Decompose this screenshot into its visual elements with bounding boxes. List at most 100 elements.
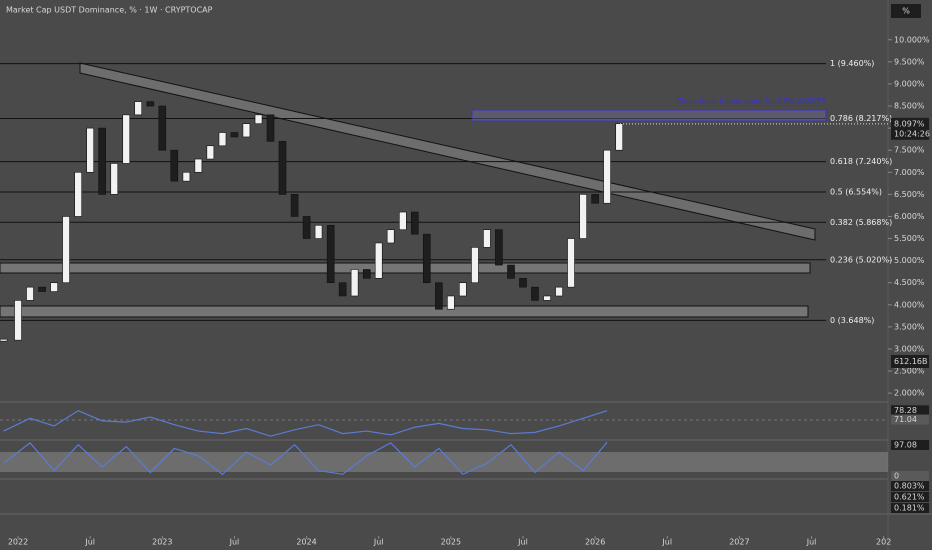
y-tick-label: 5.500% (894, 234, 925, 243)
x-tick-label: Jul (229, 538, 240, 547)
candle (254, 114, 263, 124)
countdown: 10:24:26 (894, 129, 930, 138)
candle (447, 295, 455, 310)
chart-title: Market Cap USDT Dominance, % · 1W · CRYP… (6, 6, 213, 15)
scale-button-label[interactable]: % (902, 7, 910, 16)
y-tick-label: 3.500% (894, 322, 925, 331)
rsi-label: 78.28 (894, 406, 917, 415)
macd-tag (891, 492, 929, 502)
candle (495, 229, 503, 266)
x-tick-label: 202 (876, 538, 891, 547)
candle (146, 101, 155, 107)
x-tick-label: 2027 (729, 538, 749, 547)
y-tick-label: 7.000% (894, 168, 925, 177)
candle (338, 282, 347, 297)
candle (134, 101, 143, 116)
fib-level-label: 0.618 (7.240%) (830, 157, 892, 166)
x-tick-label: 2026 (585, 538, 605, 547)
candle (435, 282, 443, 310)
candle (507, 264, 515, 279)
candle (471, 247, 479, 284)
y-tick-label: 9.500% (894, 57, 925, 66)
x-tick-label: Jul (517, 538, 528, 547)
candle (555, 286, 563, 297)
candle (218, 132, 227, 147)
candle (86, 127, 94, 173)
x-tick-label: Jul (84, 538, 95, 547)
scale-button[interactable] (891, 4, 921, 18)
candle (206, 145, 215, 160)
candle (603, 149, 611, 204)
macd-tag (891, 481, 929, 491)
stoch-label: 0 (894, 472, 899, 481)
stoch-tag (891, 471, 929, 481)
y-tick-label: 8.500% (894, 102, 925, 111)
fib-level-label: 0.382 (5.868%) (830, 218, 892, 227)
descending-channel (79, 62, 816, 241)
stoch-line (3, 441, 608, 476)
support-band (0, 262, 811, 274)
candle (242, 123, 251, 138)
candle (579, 194, 587, 239)
y-tick-label: 5.000% (894, 256, 925, 265)
annotation: Close back below good for RISK ASSETS (676, 97, 826, 106)
candle (182, 171, 191, 182)
candle (0, 338, 8, 342)
candle (14, 300, 22, 341)
y-tick-label: 3.000% (894, 344, 925, 353)
candle (615, 123, 624, 151)
rsi-tag (891, 414, 929, 425)
y-tick-label: 10.000% (894, 35, 930, 44)
candle (314, 224, 323, 239)
last-price-tag (891, 117, 929, 140)
candle (326, 224, 335, 284)
fib-level-label: 1 (9.460%) (830, 59, 874, 68)
y-tick-label: 6.500% (894, 190, 925, 199)
candle (170, 149, 179, 182)
x-tick-label: 2022 (8, 538, 28, 547)
y-tick-label: 7.500% (894, 146, 925, 155)
rsi-tag (891, 405, 929, 416)
rsi-line (3, 409, 608, 437)
candle (266, 114, 275, 142)
x-tick-label: Jul (806, 538, 817, 547)
y-tick-label: 4.000% (894, 300, 925, 309)
fib-level-label: 0 (3.648%) (830, 316, 874, 325)
candle (422, 233, 431, 284)
y-tick-label: 6.000% (894, 212, 925, 221)
candle (567, 238, 575, 288)
candle (459, 282, 467, 297)
x-tick-label: 2025 (441, 538, 461, 547)
macd-label: 0.621% (894, 493, 925, 502)
stoch-band (0, 452, 888, 472)
y-tick-label: 2.500% (894, 367, 925, 376)
stoch-label: 97.08 (894, 441, 917, 450)
y-tick-label: 4.500% (894, 278, 925, 287)
last-price-label: 8.097% (894, 119, 925, 128)
x-tick-label: 2023 (152, 538, 172, 547)
y-tick-label: 9.000% (894, 79, 925, 88)
candle (62, 216, 70, 284)
fib-level-label: 0.5 (6.554%) (830, 187, 882, 196)
candle (26, 286, 34, 301)
macd-tag (891, 503, 929, 513)
candle (543, 295, 551, 301)
candle (591, 194, 599, 204)
volume-label: 612.16B (894, 357, 927, 366)
candle (278, 141, 287, 195)
macd-label: 0.803% (894, 482, 925, 491)
stoch-tag (891, 440, 929, 450)
y-tick-label: 2.000% (894, 389, 925, 398)
fib-level-label: 0.236 (5.020%) (830, 255, 892, 264)
x-tick-label: 2024 (296, 538, 316, 547)
candle (194, 158, 203, 173)
candle (38, 286, 46, 292)
candle (74, 171, 82, 217)
candle (122, 114, 131, 164)
candle (50, 282, 58, 292)
support-band (0, 305, 809, 318)
candle (386, 229, 395, 244)
volume-tag (891, 355, 929, 368)
candle (399, 211, 407, 231)
